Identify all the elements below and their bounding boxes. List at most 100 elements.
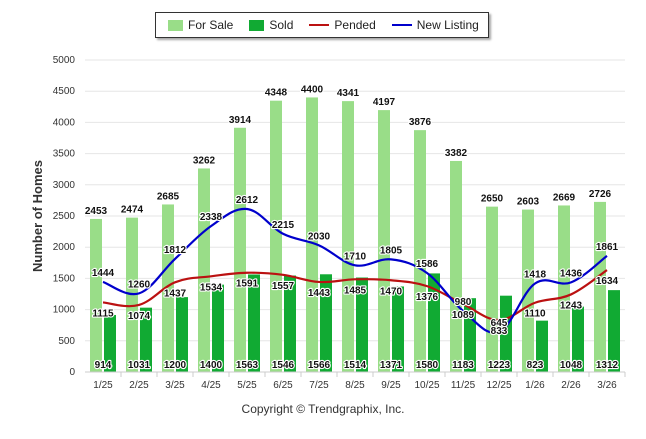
data-label-pended: 1470 <box>380 286 403 297</box>
y-tick-label: 4500 <box>53 86 76 97</box>
data-label-pended: 1376 <box>416 292 439 303</box>
legend-item-pended[interactable]: Pended <box>309 18 376 32</box>
data-label-for-sale: 2603 <box>517 197 540 208</box>
bar-sold <box>536 320 548 372</box>
x-tick-label: 6/25 <box>273 380 293 391</box>
bar-sold <box>500 295 512 372</box>
data-label-new-listing: 1444 <box>92 268 115 279</box>
data-label-pended: 1110 <box>524 309 546 320</box>
data-label-new-listing: 2215 <box>272 220 295 231</box>
y-tick-label: 2000 <box>53 242 76 253</box>
data-label-new-listing: 645 <box>491 318 508 329</box>
bar-sold <box>608 290 620 372</box>
y-tick-label: 2500 <box>53 211 76 222</box>
data-label-pended: 1485 <box>344 285 367 296</box>
data-label-sold: 1183 <box>452 360 474 371</box>
x-tick-label: 10/25 <box>414 380 439 391</box>
data-label-for-sale: 4197 <box>373 97 396 108</box>
data-label-new-listing: 1805 <box>380 245 403 256</box>
data-label-for-sale: 2474 <box>121 205 144 216</box>
bar-for-sale <box>198 168 210 372</box>
legend-swatch-pended <box>309 24 330 26</box>
data-label-pended: 1534 <box>200 282 223 293</box>
x-tick-label: 12/25 <box>486 380 511 391</box>
data-label-sold: 1371 <box>380 360 403 371</box>
data-label-sold: 1048 <box>560 360 583 371</box>
data-label-pended: 1243 <box>560 300 583 311</box>
bar-sold <box>572 306 584 372</box>
y-tick-label: 4000 <box>53 117 76 128</box>
bar-sold <box>392 286 404 372</box>
legend-swatch-new-listing <box>391 24 412 26</box>
y-tick-label: 5000 <box>53 55 76 66</box>
bar-sold <box>356 277 368 372</box>
bar-sold <box>140 307 152 372</box>
data-label-for-sale: 4348 <box>265 88 288 99</box>
copyright-text: Copyright © Trendgraphix, Inc. <box>241 402 405 416</box>
data-label-for-sale: 3382 <box>445 148 468 159</box>
data-label-for-sale: 3876 <box>409 117 432 128</box>
bar-sold <box>464 298 476 372</box>
bar-for-sale <box>162 204 174 372</box>
line-new-listing <box>102 207 608 334</box>
data-label-sold: 1200 <box>164 360 187 371</box>
data-label-for-sale: 3262 <box>193 155 216 166</box>
data-label-new-listing: 1418 <box>524 270 547 281</box>
data-label-new-listing: 1812 <box>164 245 187 256</box>
x-tick-label: 5/25 <box>237 380 257 391</box>
data-label-pended: 833 <box>491 326 508 337</box>
data-label-pended: 1089 <box>452 310 475 321</box>
y-tick-label: 1000 <box>53 305 76 316</box>
y-tick-label: 1500 <box>53 273 76 284</box>
data-label-for-sale: 2726 <box>589 189 612 200</box>
legend-item-new-listing[interactable]: New Listing <box>391 18 479 32</box>
legend-swatch-sold <box>249 19 265 31</box>
bar-sold <box>428 273 440 372</box>
data-label-for-sale: 4341 <box>337 88 360 99</box>
data-label-sold: 1566 <box>308 360 331 371</box>
data-label-new-listing: 1436 <box>560 268 583 279</box>
x-tick-label: 1/25 <box>93 380 113 391</box>
data-label-pended: 1557 <box>272 281 295 292</box>
data-label-sold: 1400 <box>200 360 223 371</box>
bar-for-sale <box>486 206 498 372</box>
data-label-sold: 1514 <box>344 360 367 371</box>
data-label-sold: 1580 <box>416 360 439 371</box>
x-tick-label: 8/25 <box>345 380 365 391</box>
x-tick-label: 3/26 <box>597 380 617 391</box>
data-label-pended: 1437 <box>164 288 187 299</box>
legend-item-for-sale[interactable]: For Sale <box>168 18 233 32</box>
data-label-for-sale: 2453 <box>85 206 108 217</box>
legend-label-new-listing: New Listing <box>416 18 479 32</box>
data-label-pended: 1115 <box>92 308 114 319</box>
data-label-new-listing: 2030 <box>308 231 331 242</box>
bar-sold <box>104 314 116 372</box>
data-label-pended: 1591 <box>236 279 259 290</box>
data-label-for-sale: 3914 <box>229 115 252 126</box>
legend-label-sold: Sold <box>269 18 294 32</box>
bar-sold <box>176 297 188 372</box>
bar-for-sale <box>270 100 282 372</box>
x-tick-label: 3/25 <box>165 380 185 391</box>
legend-swatch-for-sale <box>168 19 183 31</box>
x-tick-label: 2/26 <box>561 380 581 391</box>
bar-sold <box>212 284 224 372</box>
y-tick-label: 500 <box>58 336 75 347</box>
bar-for-sale <box>558 205 570 372</box>
x-tick-label: 2/25 <box>129 380 149 391</box>
data-label-pended: 1074 <box>128 311 151 322</box>
legend-item-sold[interactable]: Sold <box>249 18 293 32</box>
bar-sold <box>248 274 260 372</box>
bar-sold <box>320 274 332 372</box>
data-label-sold: 1563 <box>236 360 259 371</box>
x-tick-label: 11/25 <box>451 380 476 391</box>
bar-for-sale <box>378 110 390 372</box>
y-tick-label: 3000 <box>53 180 76 191</box>
data-label-sold: 1546 <box>272 360 295 371</box>
bar-for-sale <box>306 97 318 372</box>
bar-for-sale <box>414 130 426 372</box>
data-label-sold: 823 <box>527 360 544 371</box>
data-label-for-sale: 2685 <box>157 191 180 202</box>
x-tick-label: 1/26 <box>525 380 545 391</box>
